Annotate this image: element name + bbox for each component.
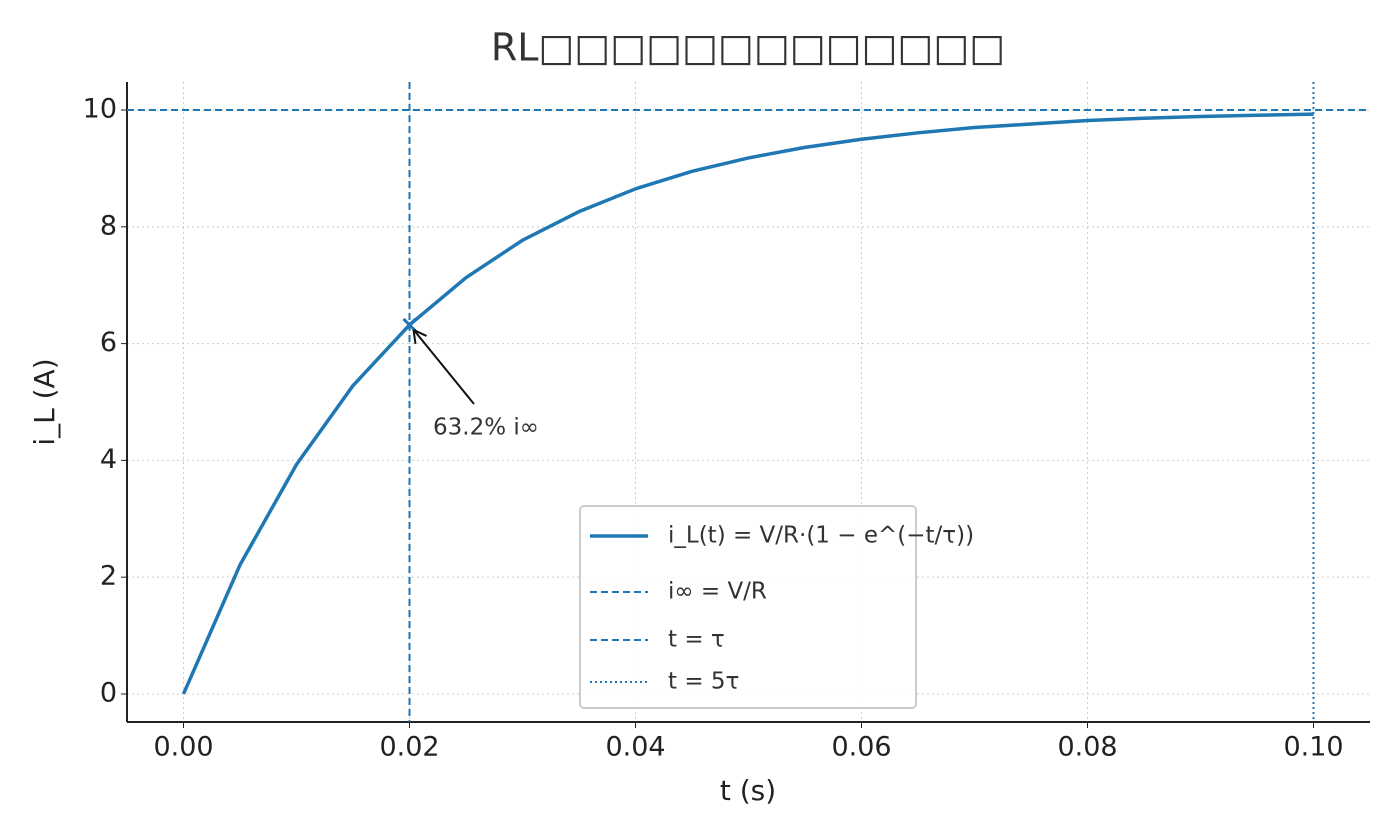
- legend-label: i∞ = V/R: [668, 579, 767, 605]
- y-tick-label: 10: [83, 94, 117, 125]
- x-tick-label: 0.06: [831, 732, 891, 763]
- legend-label: i_L(t) = V/R·(1 − e^(−t/τ)): [668, 523, 974, 549]
- marker: [402, 317, 417, 332]
- annotation: 63.2% i∞: [433, 415, 539, 441]
- y-tick-label: 8: [100, 210, 117, 241]
- annotation-arrow: [413, 330, 475, 405]
- y-tick-label: 6: [100, 327, 117, 358]
- x-tick-label: 0.02: [379, 732, 439, 763]
- legend-box: [579, 505, 917, 709]
- x-tick-label: 0.08: [1057, 732, 1117, 763]
- legend: i_L(t) = V/R·(1 − e^(−t/τ)) i∞ = V/R t = τ…: [579, 505, 974, 709]
- legend-label: t = 5τ: [668, 669, 739, 695]
- y-tick-label: 4: [100, 444, 117, 475]
- legend-label: t = τ: [668, 627, 725, 653]
- y-tick-label: 0: [100, 677, 117, 708]
- chart-title: RL□□□□□□□□□□□□□: [491, 26, 1005, 70]
- y-tick-label: 2: [100, 561, 117, 592]
- arrow-head: [412, 329, 427, 345]
- x-axis-label: t (s): [720, 774, 776, 807]
- x-tick-label: 0.00: [153, 732, 213, 763]
- x-tick-label: 0.04: [605, 732, 665, 763]
- y-axis-label: i_L (A): [28, 358, 61, 445]
- data-line: [181, 112, 1314, 695]
- x-tick-label: 0.10: [1283, 732, 1343, 763]
